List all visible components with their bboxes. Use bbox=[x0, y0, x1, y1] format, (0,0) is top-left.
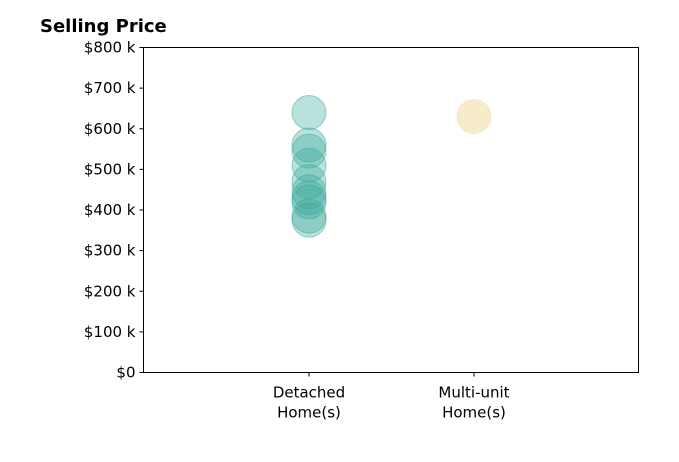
x-tick-label: Multi-unit Home(s) bbox=[438, 384, 509, 422]
plot-area bbox=[143, 47, 639, 373]
y-tick-label: $800 k bbox=[84, 39, 136, 57]
data-point bbox=[291, 133, 327, 169]
data-point bbox=[291, 202, 327, 238]
y-tick-label: $100 k bbox=[84, 323, 136, 341]
y-tick-label: $200 k bbox=[84, 282, 136, 300]
data-point bbox=[291, 164, 327, 200]
chart-title: Selling Price bbox=[40, 16, 167, 37]
y-tick-label: $400 k bbox=[84, 201, 136, 219]
x-axis: Detached Home(s) Multi-unit Home(s) bbox=[273, 372, 510, 422]
x-tick-label: Detached Home(s) bbox=[273, 384, 345, 422]
data-point bbox=[456, 99, 492, 135]
y-tick-label: $500 k bbox=[84, 160, 136, 178]
y-tick-label: $700 k bbox=[84, 79, 136, 97]
data-points bbox=[291, 95, 492, 238]
data-point bbox=[291, 95, 327, 130]
y-tick-label: $300 k bbox=[84, 242, 136, 260]
data-point bbox=[291, 184, 327, 220]
y-tick-label: $0 bbox=[116, 364, 135, 382]
y-tick-label: $600 k bbox=[84, 120, 136, 138]
y-axis: $0 $100 k $200 k $300 k $400 k $500 k $600 k $7… bbox=[84, 39, 144, 382]
data-point bbox=[291, 147, 327, 183]
